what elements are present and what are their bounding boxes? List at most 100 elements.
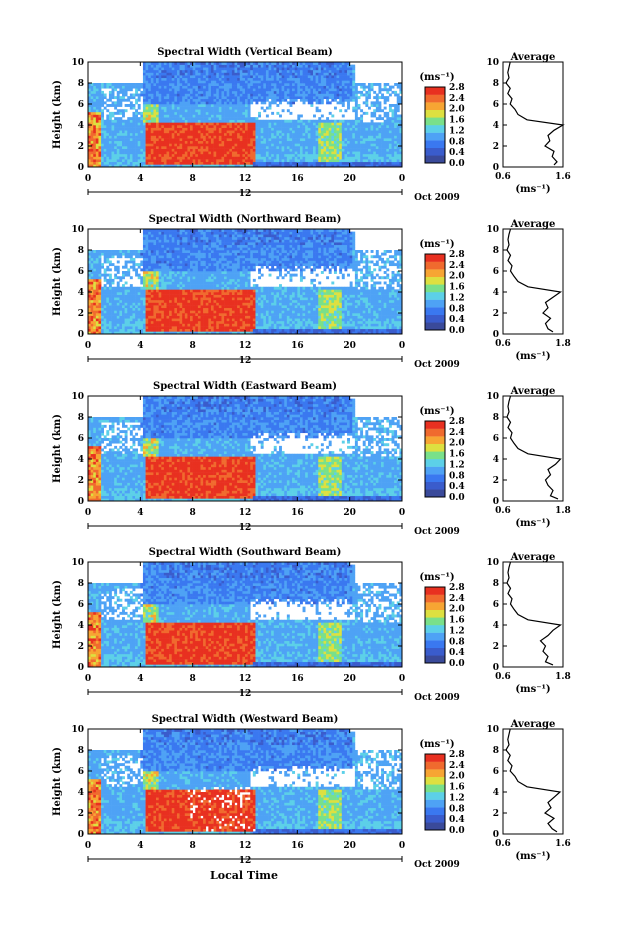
heatmap-cell: [109, 303, 112, 306]
heatmap-cell: [193, 73, 196, 76]
heatmap-cell: [122, 329, 125, 332]
heatmap-cell: [119, 159, 122, 162]
heatmap-cell: [214, 70, 217, 73]
heatmap-cell: [274, 122, 277, 125]
heatmap-cell: [334, 80, 337, 83]
heatmap-cell: [318, 101, 321, 104]
heatmap-cell: [135, 321, 138, 324]
heatmap-cell: [229, 73, 232, 76]
heatmap-cell: [93, 86, 96, 89]
heatmap-cell: [169, 65, 172, 68]
heatmap-cell: [122, 141, 125, 144]
heatmap-cell: [132, 326, 135, 329]
heatmap-cell: [271, 122, 274, 125]
heatmap-cell: [117, 266, 120, 269]
heatmap-cell: [229, 94, 232, 97]
x-tick-label: 0: [85, 174, 91, 184]
heatmap-cell: [300, 136, 303, 139]
heatmap-cell: [216, 149, 219, 152]
heatmap-cell: [153, 245, 156, 248]
heatmap-cell: [266, 143, 269, 146]
heatmap-cell: [140, 143, 143, 146]
heatmap-cell: [308, 122, 311, 125]
heatmap-cell: [101, 300, 104, 303]
heatmap-cell: [365, 136, 368, 139]
heatmap-cell: [344, 146, 347, 149]
heatmap-cell: [373, 83, 376, 86]
heatmap-cell: [394, 91, 397, 94]
average-x-axis-label: (ms⁻¹): [515, 184, 550, 195]
heatmap-cell: [167, 117, 170, 120]
heatmap-cell: [101, 162, 104, 165]
heatmap-cell: [174, 162, 177, 165]
heatmap-cell: [242, 70, 245, 73]
heatmap-cell: [352, 96, 355, 99]
heatmap-cell: [248, 120, 251, 123]
heatmap-cell: [98, 133, 101, 136]
heatmap-cell: [130, 324, 133, 327]
heatmap-cell: [138, 321, 141, 324]
heatmap-cell: [240, 80, 243, 83]
heatmap-cell: [292, 120, 295, 123]
heatmap-cell: [289, 162, 292, 165]
heatmap-cell: [326, 133, 329, 136]
heatmap-cell: [253, 138, 256, 141]
heatmap-cell: [106, 117, 109, 120]
heatmap-cell: [185, 115, 188, 118]
heatmap-cell: [232, 83, 235, 86]
heatmap-cell: [326, 65, 329, 68]
heatmap-cell: [122, 284, 125, 287]
heatmap-cell: [271, 70, 274, 73]
heatmap-cell: [227, 73, 230, 76]
heatmap-cell: [130, 120, 133, 123]
heatmap-cell: [297, 146, 300, 149]
heatmap-cell: [169, 101, 172, 104]
heatmap-cell: [156, 321, 159, 324]
heatmap-cell: [148, 91, 151, 94]
heatmap-cell: [274, 146, 277, 149]
heatmap-cell: [258, 151, 261, 154]
heatmap-cell: [261, 70, 264, 73]
heatmap-cell: [386, 146, 389, 149]
heatmap-cell: [289, 136, 292, 139]
heatmap-cell: [91, 261, 94, 264]
heatmap-cell: [337, 149, 340, 152]
heatmap-cell: [214, 65, 217, 68]
heatmap-cell: [143, 245, 146, 248]
heatmap-cell: [206, 86, 209, 89]
heatmap-cell: [303, 159, 306, 162]
heatmap-cell: [287, 80, 290, 83]
heatmap-cell: [358, 143, 361, 146]
heatmap-cell: [117, 143, 120, 146]
heatmap-cell: [321, 128, 324, 131]
heatmap-cell: [211, 73, 214, 76]
heatmap-cell: [360, 128, 363, 131]
heatmap-cell: [245, 112, 248, 115]
heatmap-cell: [216, 146, 219, 149]
heatmap-cell: [321, 86, 324, 89]
heatmap-cell: [269, 128, 272, 131]
heatmap-cell: [237, 128, 240, 131]
heatmap-cell: [216, 73, 219, 76]
heatmap-cell: [350, 141, 353, 144]
heatmap-cell: [261, 83, 264, 86]
heatmap-cell: [130, 261, 133, 264]
heatmap-cell: [172, 107, 175, 110]
heatmap-cell: [159, 65, 162, 68]
heatmap-cell: [376, 125, 379, 128]
heatmap-cell: [248, 115, 251, 118]
heatmap-cell: [93, 321, 96, 324]
heatmap-cell: [334, 151, 337, 154]
heatmap-cell: [153, 104, 156, 107]
heatmap-cell: [146, 242, 149, 245]
heatmap-cell: [352, 91, 355, 94]
heatmap-cell: [140, 313, 143, 316]
heatmap-cell: [308, 99, 311, 102]
heatmap-cell: [397, 154, 400, 157]
heatmap-cell: [240, 109, 243, 112]
heatmap-cell: [193, 122, 196, 125]
heatmap-cell: [93, 313, 96, 316]
heatmap-cell: [255, 162, 258, 165]
heatmap-cell: [289, 91, 292, 94]
heatmap-cell: [93, 94, 96, 97]
